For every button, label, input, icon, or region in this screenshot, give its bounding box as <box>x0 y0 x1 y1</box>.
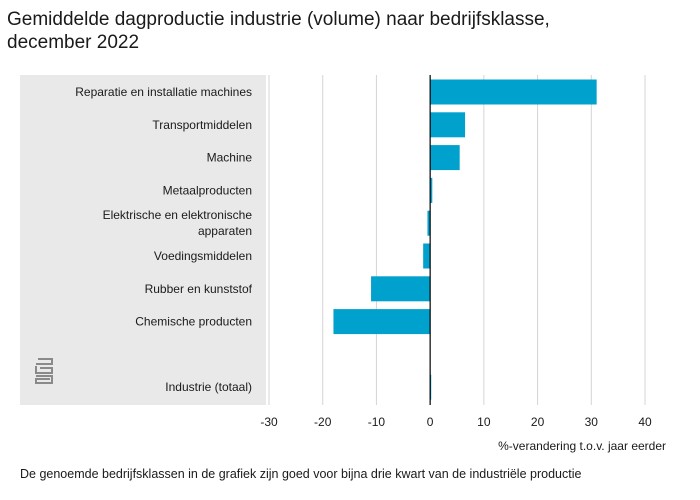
gridlines <box>268 75 646 405</box>
bar <box>333 309 431 335</box>
x-tick-label: 10 <box>477 415 491 429</box>
x-axis-ticks: -30 -20 -10 0 10 20 30 40 <box>260 415 652 429</box>
category-label: Voedingsmiddelen <box>154 249 252 263</box>
category-label: Industrie (totaal) <box>165 380 252 394</box>
x-tick-label: 20 <box>531 415 545 429</box>
bar <box>430 79 597 105</box>
x-tick-label: 30 <box>585 415 599 429</box>
x-axis-title: %-verandering t.o.v. jaar eerder <box>498 439 666 453</box>
bar <box>430 177 433 203</box>
bars <box>333 79 597 400</box>
category-labels: Reparatie en installatie machines Transpo… <box>75 85 252 394</box>
x-tick-label: -10 <box>368 415 386 429</box>
bar <box>430 112 466 138</box>
category-label: Reparatie en installatie machines <box>75 85 252 99</box>
x-tick-label: 0 <box>427 415 434 429</box>
x-tick-label: -30 <box>260 415 278 429</box>
bar <box>430 145 460 171</box>
category-label: Rubber en kunststof <box>145 282 253 296</box>
bar <box>423 243 431 269</box>
category-label: Chemische producten <box>135 315 252 329</box>
cbs-logo <box>35 358 53 384</box>
category-panel <box>20 75 266 405</box>
x-tick-label: 40 <box>638 415 652 429</box>
category-label: Machine <box>207 151 253 165</box>
category-label: Transportmiddelen <box>152 118 252 132</box>
chart-title: Gemiddelde dagproductie industrie (volum… <box>7 9 550 53</box>
category-label: Elektrische en elektronische <box>103 208 253 222</box>
bar <box>427 210 431 236</box>
bar <box>371 276 431 302</box>
category-label: apparaten <box>198 224 252 238</box>
footnote: De genoemde bedrijfsklassen in de grafie… <box>20 467 582 481</box>
x-tick-label: -20 <box>314 415 332 429</box>
category-label: Metaalproducten <box>163 183 252 197</box>
